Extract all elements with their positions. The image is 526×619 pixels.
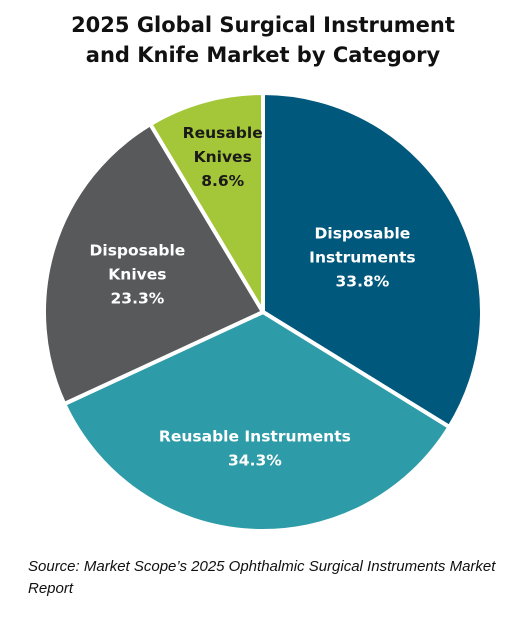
chart-title-line-1: 2025 Global Surgical Instrument (71, 13, 455, 37)
slice-value-3: 8.6% (201, 172, 244, 190)
slice-value-1: 34.3% (228, 452, 282, 470)
slice-name-0-0: Disposable (315, 225, 411, 243)
source-note: Source: Market Scope’s 2025 Ophthalmic S… (28, 558, 496, 597)
pie-slice-2 (42, 122, 265, 406)
slice-name-0-1: Instruments (309, 249, 415, 267)
slice-label-0: Disposable Instruments 33.8% (309, 225, 415, 291)
slice-name-2-0: Disposable (90, 241, 186, 259)
pie-slice-3 (148, 91, 265, 314)
chart-title-line-2: and Knife Market by Category (85, 43, 441, 67)
slice-name-1-0: Reusable Instruments (159, 428, 351, 446)
slice-name-2-1: Knives (108, 265, 166, 283)
slice-label-1: Reusable Instruments 34.3% (159, 428, 351, 470)
chart-title: 2025 Global Surgical Instrument and Knif… (0, 10, 526, 70)
slice-value-2: 23.3% (111, 289, 165, 307)
pie-slice-1 (62, 310, 452, 533)
slice-name-3-0: Reusable (183, 124, 263, 142)
slice-value-0: 33.8% (336, 273, 390, 291)
slice-name-3-1: Knives (194, 148, 252, 166)
slice-label-3: Reusable Knives 8.6% (183, 124, 263, 190)
slice-label-2: Disposable Knives 23.3% (90, 241, 186, 307)
